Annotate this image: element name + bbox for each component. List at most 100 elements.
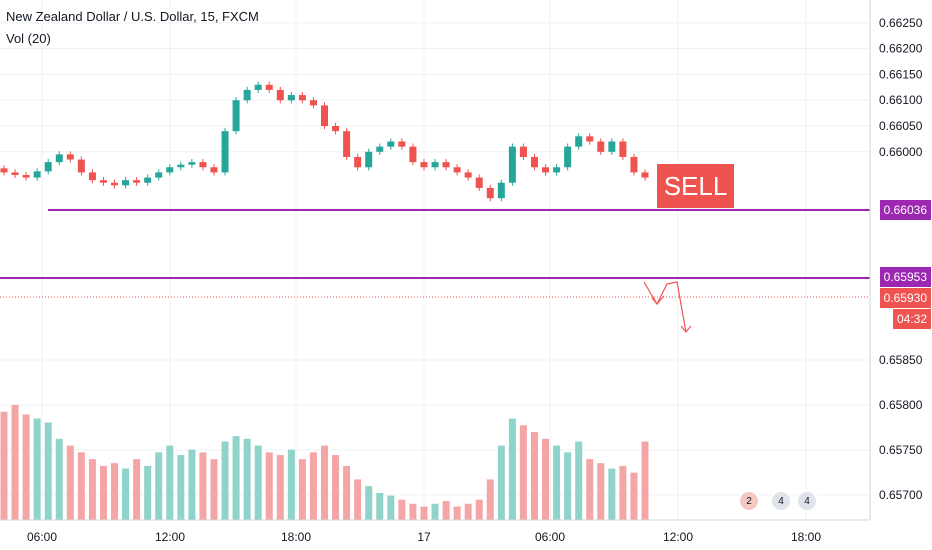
volume-bar [309, 452, 317, 520]
volume-bar [530, 432, 538, 520]
candle-body [597, 141, 605, 152]
volume-bar [199, 452, 207, 520]
candle-body [630, 156, 638, 173]
volume-bar [232, 436, 240, 520]
price-tick-label: 0.66050 [879, 119, 923, 133]
price-tick-label: 0.65850 [879, 353, 923, 367]
volume-bar [321, 445, 328, 520]
volume-bars [0, 405, 649, 520]
grid [0, 0, 870, 520]
candle-body [44, 162, 52, 172]
price-tick-label: 0.65700 [879, 488, 923, 502]
projection-path [643, 281, 687, 333]
volume-bar [619, 465, 627, 520]
price-tick-label: 0.66200 [879, 42, 923, 56]
candle-body [188, 162, 196, 165]
volume-bar [508, 418, 516, 520]
candle-body [122, 180, 130, 186]
countdown-tag: 04:32 [892, 309, 931, 329]
candle-body [210, 167, 218, 173]
upper-level-price-tag: 0.66036 [879, 200, 931, 220]
volume-bar [442, 501, 450, 520]
level-lines[interactable] [0, 209, 870, 298]
candle-body [453, 167, 461, 173]
volume-bar [519, 425, 527, 520]
candle-body [309, 100, 317, 106]
candle-body [542, 167, 550, 173]
price-tick-label: 0.65800 [879, 398, 923, 412]
event-count: 2 [746, 495, 752, 507]
volume-bar [166, 445, 174, 520]
candle-body [232, 100, 240, 132]
candle-body [66, 154, 74, 160]
time-tick-label: 12:00 [663, 530, 693, 544]
candle-body [254, 84, 262, 90]
candle-body [497, 182, 505, 199]
volume-bar [575, 441, 583, 520]
candle-body [33, 171, 41, 178]
volume-bar [608, 468, 616, 520]
candle-body [321, 105, 328, 127]
candle-body [398, 141, 406, 147]
candle-body [177, 164, 185, 168]
us-flag-icon[interactable]: 4 [770, 490, 792, 512]
candle-body [287, 95, 295, 101]
volume-bar [298, 459, 306, 520]
candle-body [530, 156, 538, 168]
volume-bar [243, 438, 251, 520]
candle-body [553, 167, 561, 173]
candle-body [354, 156, 362, 168]
volume-bar [420, 506, 428, 520]
candle-body [365, 151, 373, 168]
volume-bar [376, 492, 384, 520]
us-flag-icon[interactable]: 4 [796, 490, 818, 512]
candle-body [420, 162, 428, 168]
time-tick-label: 18:00 [791, 530, 821, 544]
volume-bar [77, 452, 85, 520]
volume-bar [66, 445, 74, 520]
candle-body [442, 162, 450, 168]
volume-bar [155, 452, 163, 520]
time-tick-label: 06:00 [27, 530, 57, 544]
symbol-title[interactable]: New Zealand Dollar / U.S. Dollar, 15, FX… [6, 9, 259, 24]
volume-bar [486, 479, 494, 520]
volume-bar [586, 459, 594, 520]
volume-bar [354, 479, 362, 520]
volume-bar [564, 452, 572, 520]
event-count: 4 [804, 495, 810, 507]
price-axis[interactable]: 0.66250 0.66200 0.66150 0.66100 0.66050 0.660… [879, 16, 923, 502]
volume-bar [597, 463, 605, 520]
candle-body [431, 162, 439, 168]
candle-body [343, 131, 351, 157]
volume-bar [133, 459, 141, 520]
candle-body [575, 136, 583, 147]
candle-body [265, 84, 273, 90]
price-tick-label: 0.66100 [879, 93, 923, 107]
volume-bar [254, 445, 262, 520]
candle-body [486, 187, 494, 199]
last-price-tag: 0.65930 [879, 288, 931, 308]
volume-bar [497, 445, 505, 520]
volume-indicator-label[interactable]: Vol (20) [6, 31, 51, 46]
event-count: 4 [778, 495, 784, 507]
volume-bar [111, 463, 119, 520]
volume-bar [33, 418, 41, 520]
sell-label[interactable]: SELL [657, 164, 734, 208]
time-tick-label: 17 [417, 530, 431, 544]
volume-bar [88, 459, 96, 520]
volume-bar [55, 438, 63, 520]
volume-bar [0, 411, 8, 520]
economic-event-icon[interactable]: 2 [738, 490, 760, 512]
candle-body [221, 131, 229, 173]
candle-body [144, 177, 152, 183]
candle-body [564, 146, 572, 168]
volume-bar [22, 414, 30, 520]
candle-body [475, 177, 483, 188]
candle-body [586, 136, 594, 142]
candle-body [376, 146, 384, 152]
time-axis[interactable]: 06:00 12:00 18:00 17 06:00 12:00 18:00 [27, 530, 821, 544]
candle-body [276, 89, 284, 101]
price-tick-label: 0.65750 [879, 443, 923, 457]
arrow-head-2 [680, 325, 692, 333]
